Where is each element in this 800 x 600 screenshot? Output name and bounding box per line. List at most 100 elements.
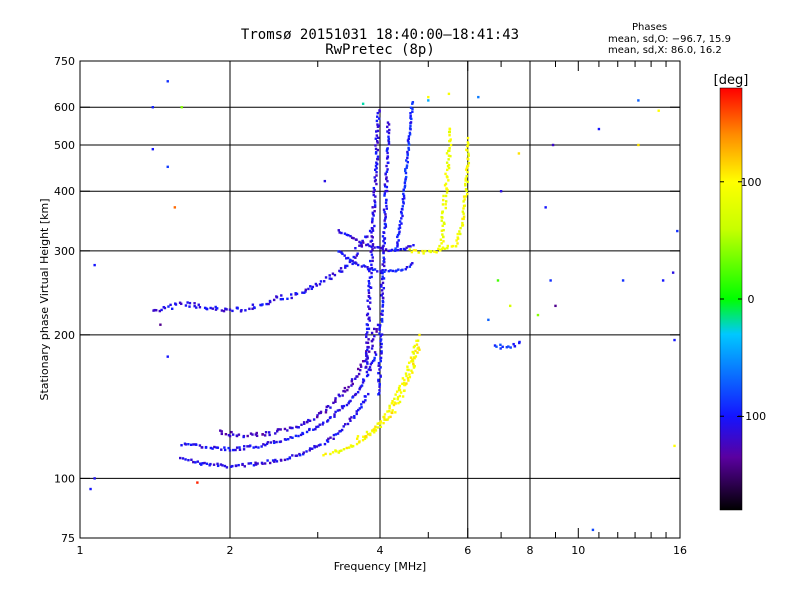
stats-x-mode: mean, sd,X: 86.0, 16.2 [608,45,722,56]
data-point [364,352,368,355]
data-point [351,444,355,448]
data-point [403,378,406,382]
data-point [170,307,174,310]
data-point [465,148,468,151]
data-point [338,394,341,398]
data-point [373,204,377,207]
data-point [378,389,381,392]
data-point [370,239,374,242]
data-point [373,199,376,202]
data-point [383,222,387,226]
data-point [196,481,199,484]
data-point [388,404,391,408]
data-point [382,260,385,263]
data-point [275,295,278,298]
data-point [345,233,349,237]
data-point [637,99,640,102]
data-point [246,445,249,448]
data-point [382,239,385,243]
data-point [412,249,415,252]
data-point [328,274,331,277]
data-point [224,433,228,436]
data-point [196,460,200,463]
data-point [447,130,451,134]
data-point [232,448,235,452]
data-point [382,208,386,211]
y-tick-label: 300 [54,245,75,258]
data-point [368,269,371,272]
data-point [379,366,382,369]
data-point [462,212,465,215]
data-point [444,194,448,198]
data-point [371,211,374,214]
data-point [151,147,155,151]
data-point [295,425,298,429]
data-point [440,242,443,245]
data-point [347,385,350,389]
data-point [379,420,383,423]
data-point [338,449,341,453]
data-point [377,361,381,365]
data-point [637,143,640,147]
data-point [440,215,443,219]
data-point [517,152,521,155]
data-point [405,246,408,249]
colorbar-label: [deg] [714,73,749,88]
data-point [322,421,325,424]
data-point [303,422,306,425]
data-point [238,446,241,449]
data-point [367,289,370,292]
data-point [375,171,378,174]
data-point [402,192,405,196]
data-point [351,382,354,386]
data-point [368,244,371,248]
data-point [379,338,383,341]
data-point [359,363,362,366]
data-point [464,188,468,191]
data-point [346,388,349,392]
data-point [358,386,362,390]
data-point [355,412,358,416]
data-point [267,431,271,434]
data-point [213,445,216,449]
data-point [307,287,310,291]
data-point [442,240,445,243]
data-point [359,365,363,368]
data-point [365,430,369,434]
data-point [676,229,679,233]
data-point [370,271,373,275]
data-point [458,230,461,233]
data-point [344,266,347,269]
data-point [371,248,374,251]
data-point [251,307,254,311]
data-point [255,431,258,435]
data-point [415,339,418,343]
data-point [427,95,430,99]
data-point [372,186,376,190]
data-point [466,136,470,140]
data-point [406,139,410,142]
data-point [394,247,397,250]
data-point [378,368,381,371]
data-point [358,387,361,391]
data-point [375,328,378,331]
data-point [386,147,389,150]
data-point [398,220,402,223]
data-point [369,363,373,366]
data-point [370,235,373,238]
data-point [386,410,389,413]
data-point [318,423,321,426]
data-point [370,226,374,230]
data-point [384,185,387,188]
data-point [358,240,361,244]
data-point [409,356,413,359]
data-point [441,224,444,227]
data-point [337,393,341,396]
data-point [399,391,403,394]
data-point [394,402,397,405]
data-point [382,256,385,259]
data-point [388,409,391,413]
data-point [249,462,253,465]
x-tick-label: 4 [377,544,384,557]
